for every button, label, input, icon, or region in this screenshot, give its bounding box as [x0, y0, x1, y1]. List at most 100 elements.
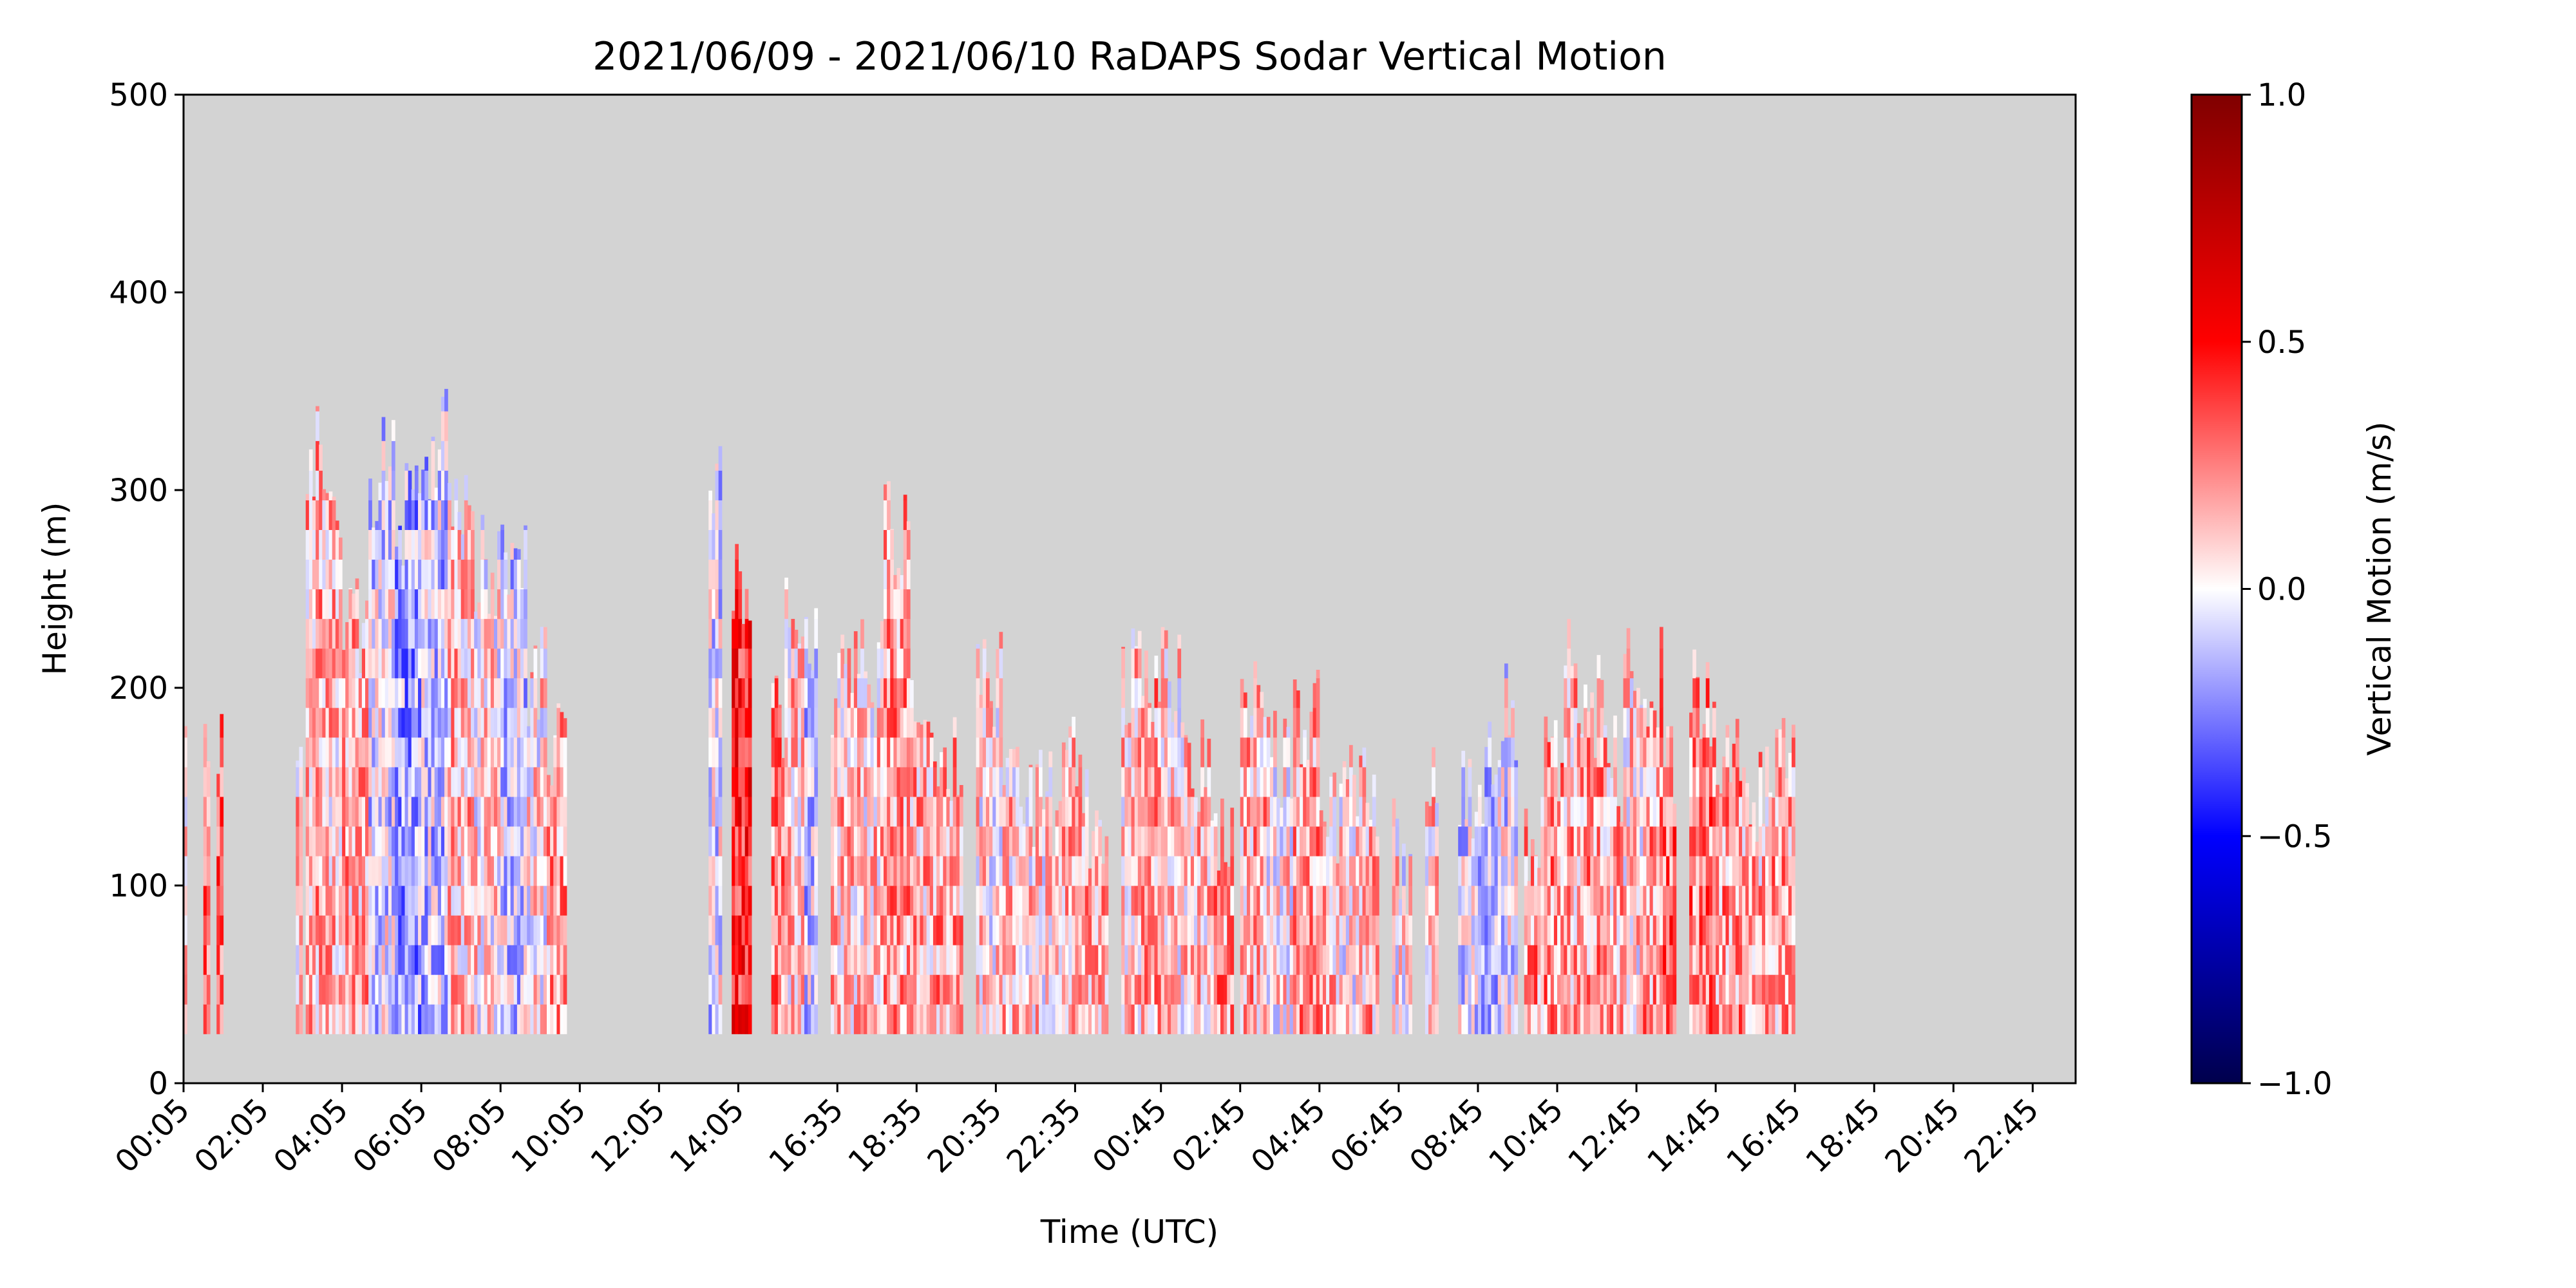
- heatmap-cell: [1322, 1004, 1327, 1034]
- heatmap-cell: [916, 766, 921, 797]
- heatmap-cell: [732, 945, 735, 975]
- heatmap-cell: [1696, 796, 1700, 827]
- heatmap-cell: [325, 677, 330, 708]
- heatmap-cell: [342, 1004, 346, 1034]
- heatmap-cell: [392, 559, 395, 590]
- heatmap-cell: [940, 855, 943, 886]
- heatmap-cell: [335, 945, 339, 975]
- heatmap-cell: [1329, 855, 1333, 886]
- heatmap-cell: [342, 974, 346, 1005]
- heatmap-cell: [1167, 1004, 1171, 1034]
- heatmap-cell: [361, 707, 366, 738]
- heatmap-cell: [434, 855, 439, 886]
- heatmap-cell: [860, 648, 864, 679]
- heatmap-cell: [834, 1004, 838, 1034]
- heatmap-cell: [513, 589, 518, 620]
- heatmap-cell: [1464, 974, 1469, 1005]
- heatmap-cell: [1068, 737, 1072, 768]
- heatmap-cell: [1514, 974, 1519, 1005]
- heatmap-cell: [440, 648, 445, 679]
- heatmap-cell: [524, 677, 527, 708]
- heatmap-cell: [1072, 796, 1075, 827]
- heatmap-cell: [520, 796, 524, 827]
- heatmap-cell: [1577, 855, 1581, 886]
- x-tick-label: 08:45: [1403, 1092, 1491, 1180]
- heatmap-cell: [460, 766, 465, 797]
- heatmap-cell: [520, 915, 524, 945]
- heatmap-cell: [940, 796, 943, 827]
- heatmap-cell: [398, 737, 402, 768]
- heatmap-cell: [1580, 734, 1584, 738]
- heatmap-cell: [1557, 801, 1561, 827]
- heatmap-cell: [543, 648, 547, 679]
- heatmap-cell: [1035, 766, 1039, 797]
- heatmap-cell: [322, 945, 327, 975]
- heatmap-cell: [1134, 1004, 1139, 1034]
- heatmap-cell: [454, 855, 459, 886]
- heatmap-cell: [1280, 915, 1284, 945]
- heatmap-cell: [1593, 974, 1598, 1005]
- heatmap-cell: [1584, 915, 1587, 945]
- heatmap-cell: [184, 945, 187, 975]
- heatmap-cell: [325, 707, 330, 738]
- heatmap-cell: [1745, 796, 1749, 827]
- heatmap-cell: [1587, 766, 1591, 797]
- heatmap-cell: [1636, 826, 1640, 857]
- heatmap-cell: [1392, 855, 1396, 886]
- heatmap-cell: [913, 1004, 917, 1034]
- heatmap-cell: [1402, 855, 1406, 886]
- heatmap-segment: [1564, 619, 1584, 1034]
- heatmap-cell: [1362, 766, 1367, 797]
- heatmap-cell: [1266, 796, 1271, 827]
- heatmap-cell: [1580, 766, 1584, 797]
- heatmap-segment: [1240, 661, 1267, 1034]
- heatmap-cell: [1243, 855, 1247, 886]
- heatmap-cell: [428, 855, 432, 886]
- heatmap-cell: [1256, 737, 1261, 768]
- heatmap-cell: [1772, 886, 1776, 916]
- heatmap-cell: [510, 826, 515, 857]
- heatmap-cell: [1332, 915, 1337, 945]
- heatmap-cell: [424, 529, 429, 560]
- heatmap-cell: [1095, 855, 1099, 886]
- heatmap-cell: [414, 855, 419, 886]
- heatmap-cell: [777, 766, 782, 797]
- heatmap-cell: [1432, 945, 1435, 975]
- heatmap-cell: [527, 726, 531, 738]
- heatmap-cell: [1154, 945, 1159, 975]
- heatmap-cell: [1266, 717, 1271, 738]
- heatmap-cell: [1468, 796, 1472, 827]
- heatmap-cell: [305, 529, 310, 560]
- heatmap-cell: [1669, 945, 1674, 975]
- heatmap-cell: [1184, 1004, 1188, 1034]
- heatmap-cell: [1659, 974, 1663, 1005]
- heatmap-cell: [1240, 826, 1244, 857]
- heatmap-cell: [513, 648, 518, 679]
- heatmap-cell: [395, 546, 399, 560]
- heatmap-cell: [867, 974, 871, 1005]
- heatmap-cell: [1240, 1004, 1244, 1034]
- heatmap-cell: [388, 796, 392, 827]
- heatmap-cell: [504, 559, 508, 590]
- heatmap-cell: [1629, 796, 1634, 827]
- heatmap-cell: [454, 589, 459, 620]
- heatmap-cell: [1263, 826, 1267, 857]
- heatmap-cell: [1157, 826, 1162, 857]
- heatmap-cell: [1596, 655, 1601, 679]
- heatmap-cell: [1623, 886, 1627, 916]
- heatmap-cell: [1669, 855, 1674, 886]
- heatmap-cell: [999, 796, 1003, 827]
- heatmap-cell: [830, 766, 835, 797]
- heatmap-cell: [467, 855, 471, 886]
- heatmap-cell: [916, 886, 921, 916]
- heatmap-cell: [1580, 886, 1584, 916]
- heatmap-cell: [1240, 766, 1244, 797]
- heatmap-cell: [418, 500, 422, 530]
- heatmap-cell: [1792, 826, 1795, 857]
- heatmap-cell: [1504, 886, 1508, 916]
- heatmap-cell: [352, 618, 356, 649]
- heatmap-cell: [560, 945, 564, 975]
- heatmap-cell: [490, 886, 495, 916]
- heatmap-cell: [999, 945, 1003, 975]
- heatmap-cell: [880, 915, 884, 945]
